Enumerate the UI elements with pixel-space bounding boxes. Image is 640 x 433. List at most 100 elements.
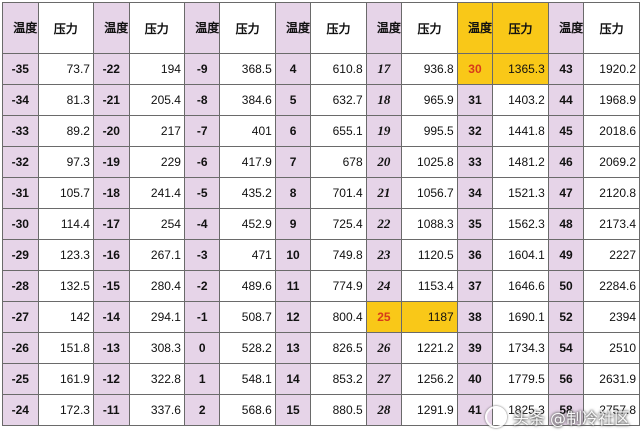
pressure-cell: 1646.6 [492,270,549,302]
temp-cell: 4 [274,53,312,85]
temp-cell: 40 [456,363,494,395]
pressure-cell: 1088.3 [401,208,458,240]
temp-cell: -33 [2,115,39,147]
temp-cell: 30 [456,53,494,85]
header-pressure: 压力 [401,2,458,54]
temp-cell: 28 [365,394,403,426]
temp-cell: 22 [365,208,403,240]
table-row: -30 114.4 -17 254 -4 452.9 9 725.4 22 1088.3 35 156… [2,208,640,240]
temp-cell: -30 [2,208,39,240]
pressure-cell: 1187 [401,301,458,333]
pressure-cell: 161.9 [37,363,94,395]
temp-cell: 43 [547,53,585,85]
temp-cell: 14 [274,363,312,395]
temp-cell: -12 [92,363,130,395]
pressure-cell: 2018.6 [583,115,640,147]
watermark-text: 头条 @制冷社区 [512,409,630,428]
pressure-cell: 1481.2 [492,146,549,178]
pressure-cell: 2394 [583,301,640,333]
pressure-cell: 384.6 [219,84,276,116]
temp-cell: 21 [365,177,403,209]
temp-cell: -22 [92,53,130,85]
table-row: -33 89.2 -20 217 -7 401 6 655.1 19 995.5 32 1441.8 4… [2,115,640,147]
pressure-cell: 610.8 [310,53,367,85]
pressure-cell: 1120.5 [401,239,458,271]
pressure-cell: 1056.7 [401,177,458,209]
pressure-cell: 1690.1 [492,301,549,333]
temp-cell: -6 [183,146,221,178]
pressure-cell: 826.5 [310,332,367,364]
header-pressure: 压力 [128,2,185,54]
temp-cell: 50 [547,270,585,302]
pressure-cell: 1779.5 [492,363,549,395]
pressure-cell: 853.2 [310,363,367,395]
pressure-temperature-table-wrap: 温度 压力 温度 压力 温度 压力 温度 压力 温度 压力 温度 压力 温度 压力 -35 73.7 -22 19… [2,2,640,426]
pressure-cell: 308.3 [128,332,185,364]
table-row: -31 105.7 -18 241.4 -5 435.2 8 701.4 21 1056.7 34 1… [2,177,640,209]
pressure-cell: 936.8 [401,53,458,85]
temp-cell: 20 [365,146,403,178]
temp-cell: -17 [92,208,130,240]
pressure-cell: 1521.3 [492,177,549,209]
temp-cell: -20 [92,115,130,147]
temp-cell: -21 [92,84,130,116]
header-temp-label: 温度 [376,21,401,35]
header-pressure: 压力 [310,2,367,54]
temp-cell: -31 [2,177,39,209]
pressure-cell: 151.8 [37,332,94,364]
pressure-cell: 632.7 [310,84,367,116]
table-row: -24 172.3 -11 337.6 2 568.6 15 880.5 28 1291.9 41 1… [2,394,640,426]
temp-cell: -3 [183,239,221,271]
pressure-cell: 1153.4 [401,270,458,302]
pressure-cell: 1256.2 [401,363,458,395]
pressure-cell: 241.4 [128,177,185,209]
pressure-cell: 2284.6 [583,270,640,302]
temp-cell: 35 [456,208,494,240]
temp-cell: 54 [547,332,585,364]
header-temp-label: 温度 [104,21,129,35]
temp-cell: 58 [547,394,585,426]
header-temp-label: 温度 [467,21,492,35]
header-pressure: 压力 [583,2,640,54]
temp-cell: 39 [456,332,494,364]
pressure-cell: 2757.8 [583,394,640,426]
temp-cell: -26 [2,332,39,364]
pressure-cell: 267.1 [128,239,185,271]
temp-cell: 11 [274,270,312,302]
temp-cell: 1 [183,363,221,395]
pressure-cell: 194 [128,53,185,85]
temp-cell: 49 [547,239,585,271]
header-temp: 温度 [2,2,39,54]
pressure-cell: 965.9 [401,84,458,116]
temp-cell: 17 [365,53,403,85]
pressure-cell: 294.1 [128,301,185,333]
temp-cell: -25 [2,363,39,395]
temp-cell: 44 [547,84,585,116]
pressure-cell: 254 [128,208,185,240]
temp-cell: -5 [183,177,221,209]
header-temp: 温度 [92,2,130,54]
header-temp: 温度 [183,2,221,54]
pressure-cell: 1920.2 [583,53,640,85]
temp-cell: 8 [274,177,312,209]
temp-cell: -8 [183,84,221,116]
pressure-cell: 2120.8 [583,177,640,209]
temp-cell: 2 [183,394,221,426]
pressure-cell: 995.5 [401,115,458,147]
pressure-cell: 2227 [583,239,640,271]
temp-cell: 9 [274,208,312,240]
pressure-cell: 655.1 [310,115,367,147]
temp-cell: -15 [92,270,130,302]
pressure-cell: 73.7 [37,53,94,85]
pressure-cell: 217 [128,115,185,147]
table-row: -26 151.8 -13 308.3 0 528.2 13 826.5 26 1221.2 39 1… [2,332,640,364]
temp-cell: -27 [2,301,39,333]
pressure-cell: 1291.9 [401,394,458,426]
pressure-cell: 725.4 [310,208,367,240]
pressure-cell: 1968.9 [583,84,640,116]
temp-cell: -28 [2,270,39,302]
pressure-cell: 2069.2 [583,146,640,178]
temp-cell: 18 [365,84,403,116]
temp-cell: 25 [365,301,403,333]
pressure-cell: 97.3 [37,146,94,178]
